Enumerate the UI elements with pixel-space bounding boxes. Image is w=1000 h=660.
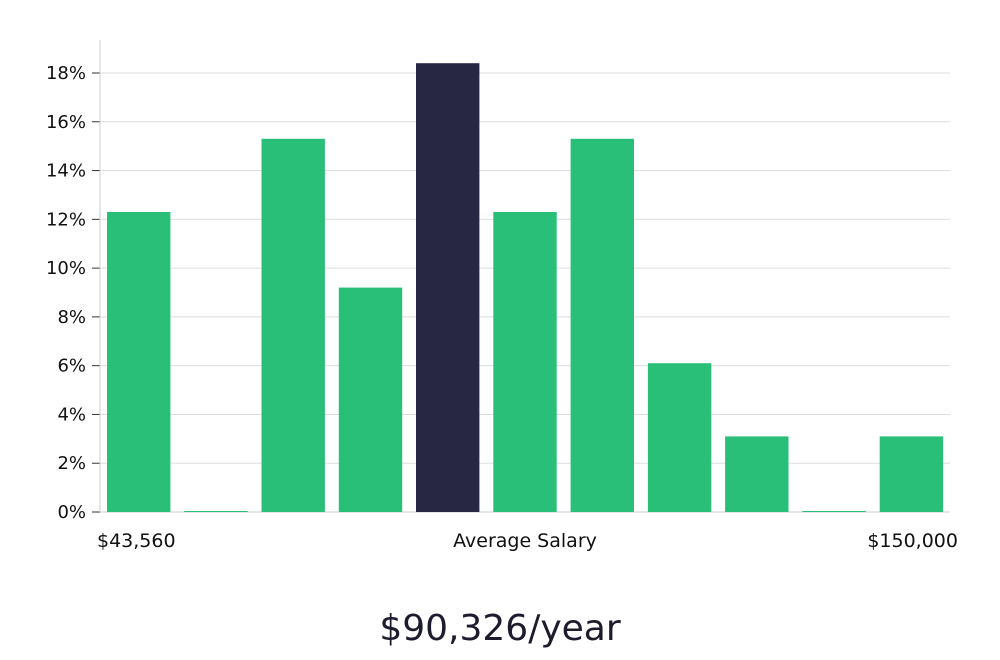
y-tick-label: 16% — [46, 112, 86, 133]
bar — [261, 138, 325, 513]
average-salary-value: $90,326/year — [379, 608, 621, 649]
bars — [107, 63, 944, 513]
y-tick-label: 18% — [46, 63, 86, 84]
x-center-label: Average Salary — [453, 530, 597, 552]
bar — [184, 511, 248, 512]
y-tick-label: 4% — [57, 404, 86, 425]
y-tick-label: 0% — [57, 502, 86, 523]
bar — [647, 363, 712, 512]
y-tick-label: 6% — [57, 356, 86, 377]
y-tick-label: 14% — [46, 161, 86, 182]
y-axis-ticks: 0% 2% 4% 6% 8% 10% 12% 14% 16% 18% — [46, 63, 100, 523]
bar — [802, 511, 866, 512]
y-tick-label: 12% — [46, 209, 86, 230]
y-tick-label: 10% — [46, 258, 86, 279]
bar — [879, 436, 944, 512]
bar — [338, 287, 403, 512]
y-tick-label: 8% — [57, 307, 86, 328]
bar-average-salary — [416, 63, 480, 512]
x-min-label: $43,560 — [97, 530, 176, 552]
bar — [570, 138, 634, 513]
salary-histogram: 0% 2% 4% 6% 8% 10% 12% 14% 16% 18% $43,560 Averag… — [46, 40, 958, 552]
y-tick-label: 2% — [57, 453, 86, 474]
bar — [107, 212, 171, 512]
bar — [725, 436, 789, 512]
bar — [493, 212, 557, 512]
x-max-label: $150,000 — [867, 530, 958, 552]
